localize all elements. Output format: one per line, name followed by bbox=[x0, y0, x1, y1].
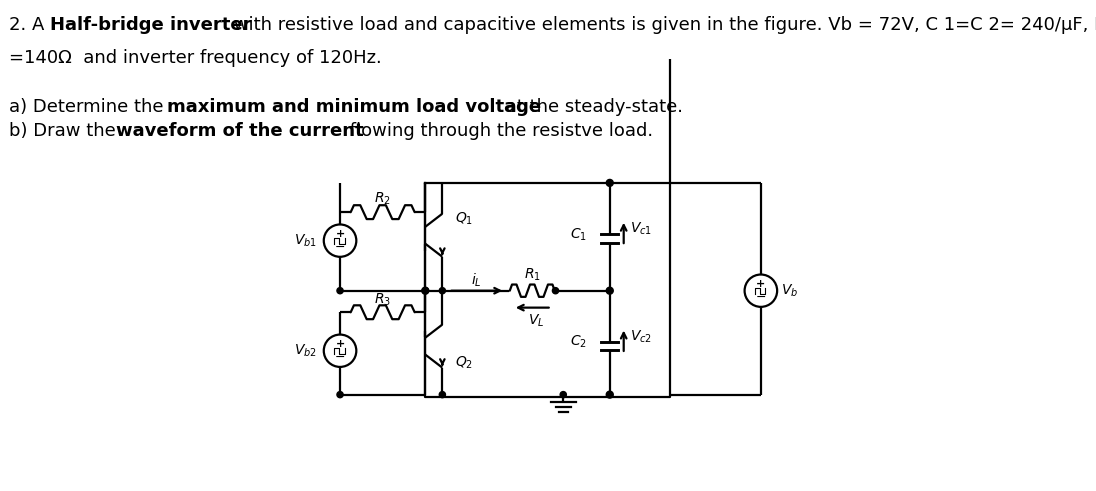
Circle shape bbox=[439, 391, 445, 398]
Circle shape bbox=[422, 287, 429, 294]
Circle shape bbox=[439, 288, 445, 294]
Text: +: + bbox=[756, 279, 765, 289]
Text: $V_{c2}$: $V_{c2}$ bbox=[630, 328, 652, 345]
Circle shape bbox=[606, 179, 614, 187]
Text: $C_1$: $C_1$ bbox=[570, 226, 586, 243]
Text: +: + bbox=[335, 229, 344, 239]
Text: 2. A: 2. A bbox=[9, 16, 50, 34]
Text: at the steady-state.: at the steady-state. bbox=[500, 98, 683, 116]
Text: −: − bbox=[334, 351, 345, 364]
Text: $i_L$: $i_L$ bbox=[471, 271, 482, 289]
Text: a) Determine the: a) Determine the bbox=[9, 98, 169, 116]
Text: $V_b$: $V_b$ bbox=[781, 282, 798, 299]
Text: $Q_1$: $Q_1$ bbox=[455, 210, 472, 226]
Text: $Q_2$: $Q_2$ bbox=[455, 355, 472, 371]
Text: Half-bridge inverter: Half-bridge inverter bbox=[50, 16, 252, 34]
Text: waveform of the current: waveform of the current bbox=[116, 122, 364, 140]
Text: b) Draw the: b) Draw the bbox=[9, 122, 122, 140]
Text: with resistive load and capacitive elements is given in the figure. Vb = 72V, C : with resistive load and capacitive eleme… bbox=[228, 16, 1096, 34]
Text: $V_L$: $V_L$ bbox=[528, 313, 545, 329]
Text: $C_2$: $C_2$ bbox=[570, 334, 586, 351]
Text: $V_{b2}$: $V_{b2}$ bbox=[294, 343, 317, 359]
Text: $R_2$: $R_2$ bbox=[374, 191, 391, 207]
Text: $V_{b1}$: $V_{b1}$ bbox=[294, 232, 317, 249]
Text: =140Ω  and inverter frequency of 120Hz.: =140Ω and inverter frequency of 120Hz. bbox=[9, 49, 381, 67]
Circle shape bbox=[336, 288, 343, 294]
Text: flowing through the resistve load.: flowing through the resistve load. bbox=[344, 122, 653, 140]
Text: $R_3$: $R_3$ bbox=[374, 292, 391, 308]
Text: −: − bbox=[755, 291, 766, 304]
Circle shape bbox=[336, 391, 343, 398]
Text: $V_{c1}$: $V_{c1}$ bbox=[630, 221, 652, 237]
Circle shape bbox=[422, 288, 429, 294]
Circle shape bbox=[606, 391, 614, 398]
Circle shape bbox=[606, 287, 614, 294]
Text: maximum and minimum load voltage: maximum and minimum load voltage bbox=[167, 98, 540, 116]
Circle shape bbox=[552, 288, 559, 294]
Text: −: − bbox=[334, 241, 345, 254]
Text: +: + bbox=[335, 339, 344, 349]
Text: $R_1$: $R_1$ bbox=[524, 267, 540, 283]
Circle shape bbox=[560, 391, 567, 398]
